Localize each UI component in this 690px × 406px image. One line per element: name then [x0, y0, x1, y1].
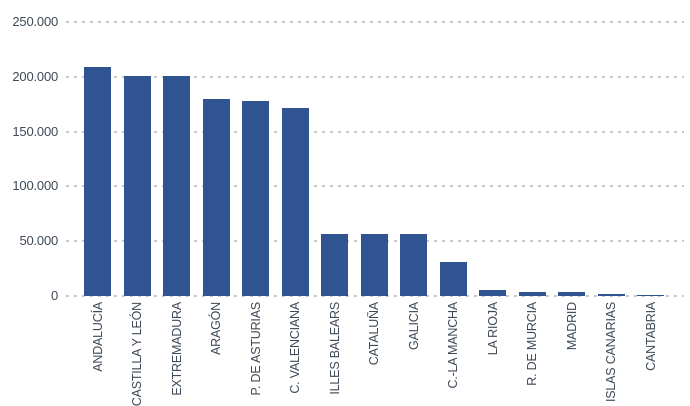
x-label-slot: GALICIA [400, 302, 427, 406]
x-axis-label: R. DE MURCIA [525, 302, 539, 386]
x-label-slot: C.-LA MANCHA [440, 302, 467, 406]
bar-extremadura [163, 76, 190, 296]
x-label-slot: CASTILLA Y LEÓN [124, 302, 151, 406]
x-label-slot: R. DE MURCIA [519, 302, 546, 406]
bar-cantabria [637, 294, 664, 296]
bar-c-valenciana [281, 108, 309, 296]
x-label-slot: ISLAS CANARIAS [598, 302, 625, 406]
bar-galicia [400, 234, 427, 296]
bar-islas-canarias [597, 294, 625, 296]
x-label-slot: MADRID [558, 302, 585, 406]
gridline-150000 [66, 130, 684, 133]
bar-r-de-murcia [518, 291, 546, 296]
x-label-slot: ARAGÓN [203, 302, 230, 406]
bars-group [84, 22, 664, 296]
x-label-slot: ILLES BALEARS [321, 302, 348, 406]
bar-catalu-a [360, 234, 388, 296]
gridline-100000 [66, 185, 684, 188]
x-label-slot: CATALUÑA [361, 302, 388, 406]
x-axis-label: C. VALENCIANA [288, 302, 302, 394]
x-axis-label: EXTREMADURA [169, 302, 184, 396]
y-tick-label: 50.000 [19, 233, 58, 249]
gridline-0 [66, 295, 684, 297]
x-label-slot: P. DE ASTURIAS [242, 302, 269, 406]
x-axis-label: LA RIOJA [485, 302, 500, 356]
x-axis-label: C.-LA MANCHA [446, 302, 460, 389]
x-axis-label: ARAGÓN [209, 302, 223, 355]
y-tick-label: 200.000 [12, 68, 58, 84]
x-axis-label: ANDALUCÍA [90, 302, 105, 372]
x-label-slot: LA RIOJA [479, 302, 506, 406]
x-axis-label: CATALUÑA [367, 302, 381, 366]
y-tick-label: 250.000 [12, 14, 58, 29]
bar-p-de-asturias [242, 101, 269, 296]
gridline-250000 [66, 21, 684, 23]
bar-andaluc-a [84, 66, 111, 296]
x-axis-label: GALICIA [406, 302, 421, 350]
x-axis-label: CASTILLA Y LEÓN [130, 302, 144, 406]
x-axis: ANDALUCÍA CASTILLA Y LEÓN EXTREMADURA ARAGÓ… [84, 302, 664, 406]
bar-illes-balears [321, 234, 348, 296]
y-tick-label: 150.000 [12, 123, 58, 139]
bar-arag-n [202, 99, 230, 296]
x-label-slot: CANTABRIA [637, 302, 664, 406]
bar-la-rioja [479, 289, 506, 296]
x-label-slot: EXTREMADURA [163, 302, 190, 406]
x-axis-label: MADRID [564, 302, 579, 351]
bar-castilla-y-le-n [123, 76, 151, 296]
x-axis-label: P. DE ASTURIAS [248, 302, 263, 396]
y-tick-label: 0 [50, 288, 58, 303]
x-label-slot: C. VALENCIANA [282, 302, 309, 406]
x-axis-label: ILLES BALEARS [327, 302, 342, 395]
gridline-200000 [66, 75, 684, 78]
x-axis-label: CANTABRIA [643, 302, 658, 371]
plot-area [66, 21, 684, 297]
x-axis-label: ISLAS CANARIAS [604, 302, 618, 403]
bar-c-la-mancha [439, 262, 467, 296]
x-label-slot: ANDALUCÍA [84, 302, 111, 406]
y-tick-label: 100.000 [12, 178, 58, 194]
bar-madrid [558, 291, 585, 296]
